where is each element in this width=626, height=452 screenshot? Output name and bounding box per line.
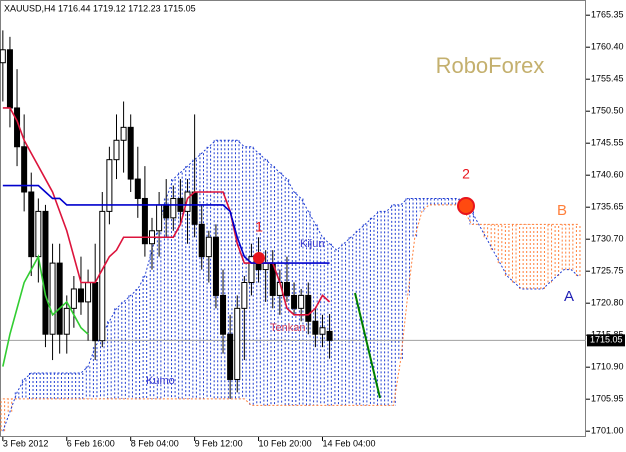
x-tick-label: 14 Feb 04:00 [322,438,375,448]
x-tick-label: 6 Feb 16:00 [67,438,115,448]
candle-body [77,288,84,303]
candle-body [85,281,92,303]
y-tick-label: 1705.95 [591,394,624,404]
candle-body [305,294,312,322]
candle-body [56,262,63,335]
candle-body [163,204,170,219]
y-tick-label: 1740.60 [591,170,624,180]
candle-body [184,191,191,212]
kijun-label: Kijun [300,238,324,250]
candle-body [326,330,333,341]
y-tick-label: 1730.70 [591,234,624,244]
candle-body [141,197,148,245]
candle-body [198,223,205,258]
candle-body [21,146,28,193]
watermark: RoboForex [436,53,545,78]
x-tick-label: 10 Feb 20:00 [259,438,312,448]
candle-body [319,327,326,335]
candle-body [227,333,234,380]
candle-body [170,197,177,219]
candle-body [92,281,99,342]
candle-body [113,139,120,161]
candle-body [298,294,305,309]
point-marker-1 [253,252,265,264]
candle-body [127,126,134,180]
chart-title: XAUUSD,H4 1716.44 1719.12 1712.23 1715.0… [4,3,196,13]
candle-body [35,210,42,258]
indicator-line [2,254,89,367]
y-tick-label: 1765.35 [591,10,624,20]
candle-body [49,262,56,335]
candle-body [134,178,141,199]
span-b-label: B [557,202,567,219]
point-marker-2 [457,197,475,215]
x-tick-label: 9 Feb 12:00 [195,438,243,448]
y-tick-label: 1750.50 [591,106,624,116]
trend-line [354,292,381,399]
candle-body [220,294,227,335]
candle-body [28,191,35,258]
kumo-label: Kumo [146,375,175,387]
y-tick-label: 1745.55 [591,138,624,148]
candle-body [63,307,70,335]
tenkan-label: Tenkan [270,322,305,334]
y-tick-label: 1701.00 [591,426,624,436]
candle-body [42,210,49,335]
candle-body [70,288,77,309]
indicator-line [2,184,330,264]
candle-body [6,49,13,109]
x-tick-label: 8 Feb 04:00 [131,438,179,448]
candle-body [99,210,106,342]
cloud-span-line [2,139,579,432]
point-label-2: 2 [462,166,470,182]
current-price-box [587,334,625,347]
candle-body [0,49,6,64]
candle-body [120,126,127,141]
candle-body [248,256,255,283]
y-tick-label: 1755.45 [591,74,624,84]
candle-body [283,281,290,296]
candle-body [241,281,248,309]
current-price-label: 1715.05 [590,335,623,345]
indicator-line [2,107,331,316]
x-tick-label: 3 Feb 2012 [3,438,49,448]
candle-body [291,294,298,309]
y-tick-label: 1720.80 [591,298,624,308]
point-label-1: 1 [255,219,263,235]
y-tick-label: 1735.65 [591,202,624,212]
candle-body [234,307,241,380]
candle-body [212,236,219,296]
y-tick-label: 1725.75 [591,266,624,276]
candle-body [205,236,212,258]
y-tick-label: 1760.40 [591,42,624,52]
candle-body [312,320,319,335]
candle-body [106,159,113,212]
candle-body [262,262,269,271]
plot-area [0,0,586,437]
candle-body [191,191,198,225]
candle-body [156,204,163,232]
y-tick-label: 1710.90 [591,362,624,372]
span-a-label: A [564,288,574,305]
